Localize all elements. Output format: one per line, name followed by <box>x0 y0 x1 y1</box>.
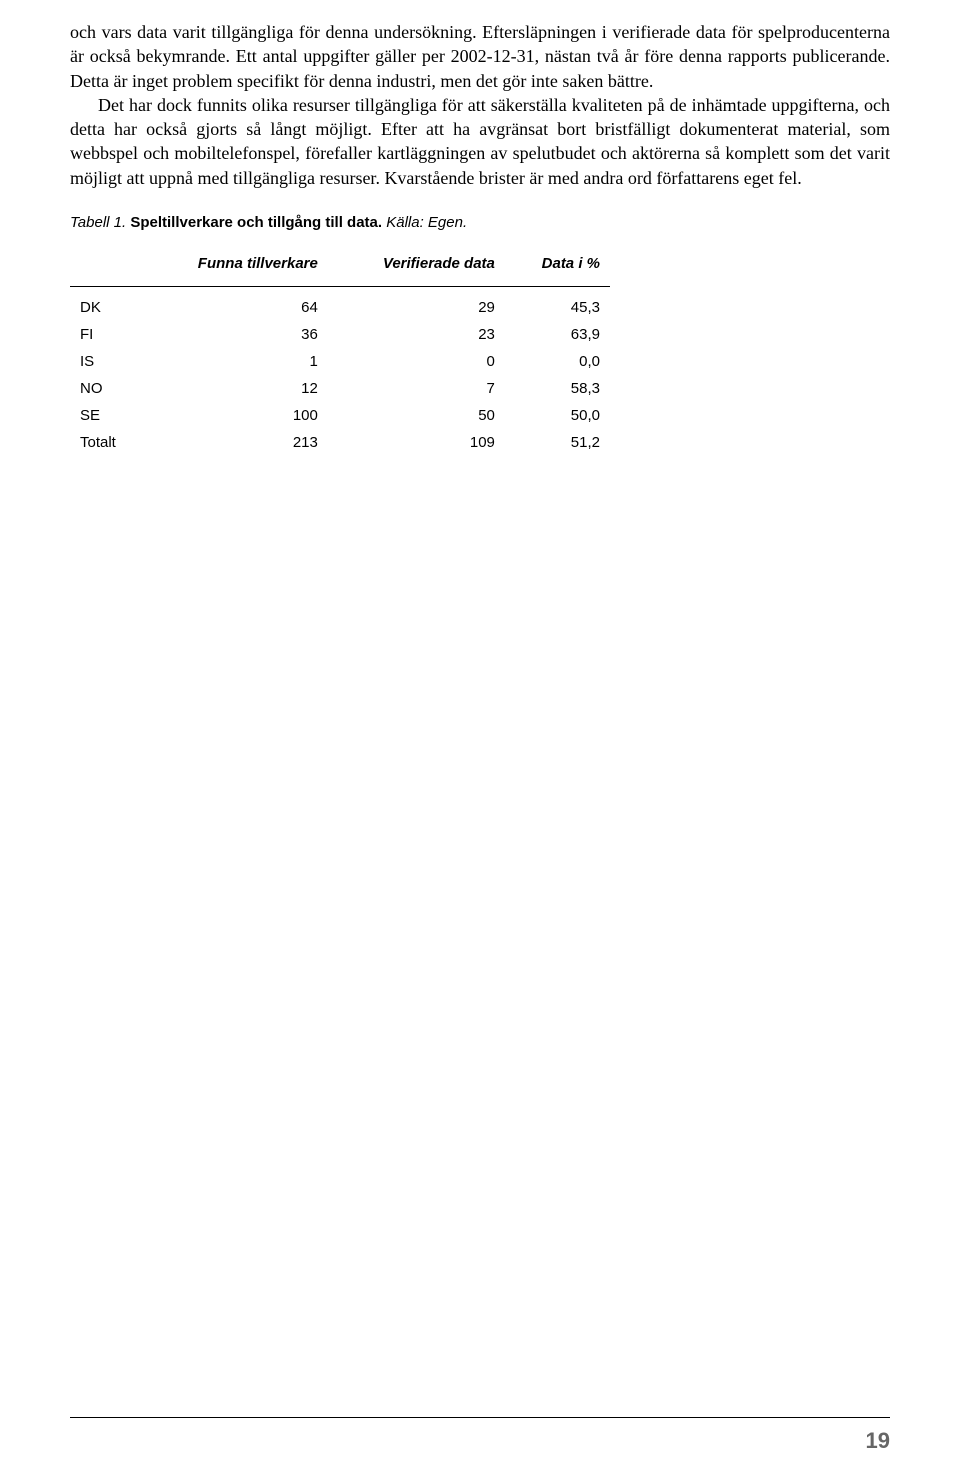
cell-percent: 45,3 <box>505 287 610 322</box>
cell-percent: 50,0 <box>505 402 610 429</box>
cell-country: SE <box>70 402 140 429</box>
cell-percent: 0,0 <box>505 348 610 375</box>
cell-funna: 12 <box>140 375 328 402</box>
cell-funna: 64 <box>140 287 328 322</box>
cell-verifierade: 0 <box>328 348 505 375</box>
table-row-total: Totalt 213 109 51,2 <box>70 429 610 456</box>
table-row: SE 100 50 50,0 <box>70 402 610 429</box>
table-row: FI 36 23 63,9 <box>70 321 610 348</box>
table-row: DK 64 29 45,3 <box>70 287 610 322</box>
caption-source: Källa: Egen. <box>382 214 467 231</box>
cell-percent: 58,3 <box>505 375 610 402</box>
table-row: IS 1 0 0,0 <box>70 348 610 375</box>
footer-divider <box>70 1417 890 1418</box>
cell-percent: 63,9 <box>505 321 610 348</box>
paragraph-2: Det har dock funnits olika resurser till… <box>70 93 890 190</box>
cell-verifierade: 23 <box>328 321 505 348</box>
body-text-block: och vars data varit tillgängliga för den… <box>70 20 890 190</box>
col-header-verifierade: Verifierade data <box>328 249 505 287</box>
cell-funna: 213 <box>140 429 328 456</box>
cell-funna: 1 <box>140 348 328 375</box>
table-row: NO 12 7 58,3 <box>70 375 610 402</box>
caption-title: Speltillverkare och tillgång till data. <box>130 214 382 231</box>
cell-country: NO <box>70 375 140 402</box>
cell-verifierade: 29 <box>328 287 505 322</box>
col-header-empty <box>70 249 140 287</box>
cell-verifierade: 7 <box>328 375 505 402</box>
cell-funna: 36 <box>140 321 328 348</box>
cell-country: IS <box>70 348 140 375</box>
table-header-row: Funna tillverkare Verifierade data Data … <box>70 249 610 287</box>
data-table: Funna tillverkare Verifierade data Data … <box>70 249 610 456</box>
cell-funna: 100 <box>140 402 328 429</box>
cell-country: DK <box>70 287 140 322</box>
cell-verifierade: 109 <box>328 429 505 456</box>
col-header-data: Data i % <box>505 249 610 287</box>
table-caption: Tabell 1. Speltillverkare och tillgång t… <box>70 214 890 231</box>
paragraph-1: och vars data varit tillgängliga för den… <box>70 20 890 93</box>
page-number: 19 <box>866 1428 890 1454</box>
col-header-funna: Funna tillverkare <box>140 249 328 287</box>
cell-percent: 51,2 <box>505 429 610 456</box>
cell-country: FI <box>70 321 140 348</box>
cell-verifierade: 50 <box>328 402 505 429</box>
caption-label: Tabell 1. <box>70 214 130 231</box>
cell-country: Totalt <box>70 429 140 456</box>
